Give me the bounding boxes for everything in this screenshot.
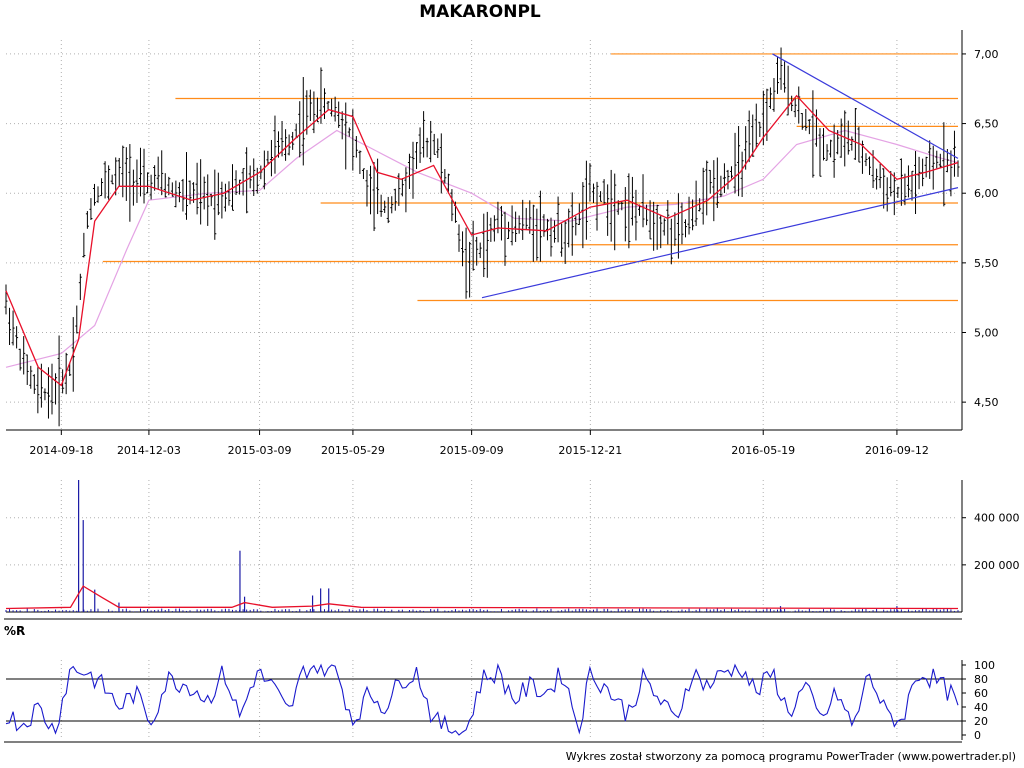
x-tick-label: 2015-12-21 — [558, 444, 622, 457]
volume-y-tick-label: 400 000 — [974, 512, 1020, 525]
volume-y-tick-label: 200 000 — [974, 559, 1020, 572]
volume-average-line — [5, 585, 959, 610]
wr-y-tick-label: 80 — [974, 673, 988, 686]
x-tick-label: 2014-12-03 — [117, 444, 181, 457]
wr-y-tick-label: 60 — [974, 687, 988, 700]
x-tick-label: 2014-09-18 — [29, 444, 93, 457]
y-tick-label: 5,00 — [974, 327, 999, 340]
support-resistance-lines — [102, 53, 958, 302]
williams-r-line — [5, 663, 959, 736]
chart-title: MAKARONPL — [419, 2, 541, 22]
x-tick-label: 2016-09-12 — [865, 444, 929, 457]
y-tick-label: 5,50 — [974, 257, 999, 270]
wr-y-tick-label: 20 — [974, 715, 988, 728]
axes: 2014-09-18 2014-12-03 2015-03-09 2015-05-29… — [6, 30, 999, 457]
trendlines — [481, 53, 959, 299]
trendline — [481, 187, 959, 299]
footer-credit: Wykres został stworzony za pomocą progra… — [565, 750, 1016, 763]
x-tick-label: 2015-09-09 — [440, 444, 504, 457]
price-bars — [4, 47, 960, 427]
sma-short-path — [5, 94, 959, 387]
wr-y-tick-label: 100 — [974, 659, 995, 672]
wr-y-tick-label: 0 — [974, 729, 981, 742]
sma-short-line — [5, 94, 959, 387]
x-tick-label: 2015-03-09 — [228, 444, 292, 457]
trendline — [772, 53, 959, 159]
x-tick-label: 2015-05-29 — [321, 444, 385, 457]
y-tick-label: 7,00 — [974, 48, 999, 61]
y-tick-label: 4,50 — [974, 396, 999, 409]
wr-y-tick-label: 40 — [974, 701, 988, 714]
y-tick-label: 6,00 — [974, 187, 999, 200]
x-tick-label: 2016-05-19 — [731, 444, 795, 457]
williams-r-label: %R — [4, 624, 26, 638]
volume-panel: 200 000 400 000 — [4, 480, 1020, 620]
grid-lines — [6, 40, 958, 740]
y-tick-label: 6,50 — [974, 118, 999, 131]
